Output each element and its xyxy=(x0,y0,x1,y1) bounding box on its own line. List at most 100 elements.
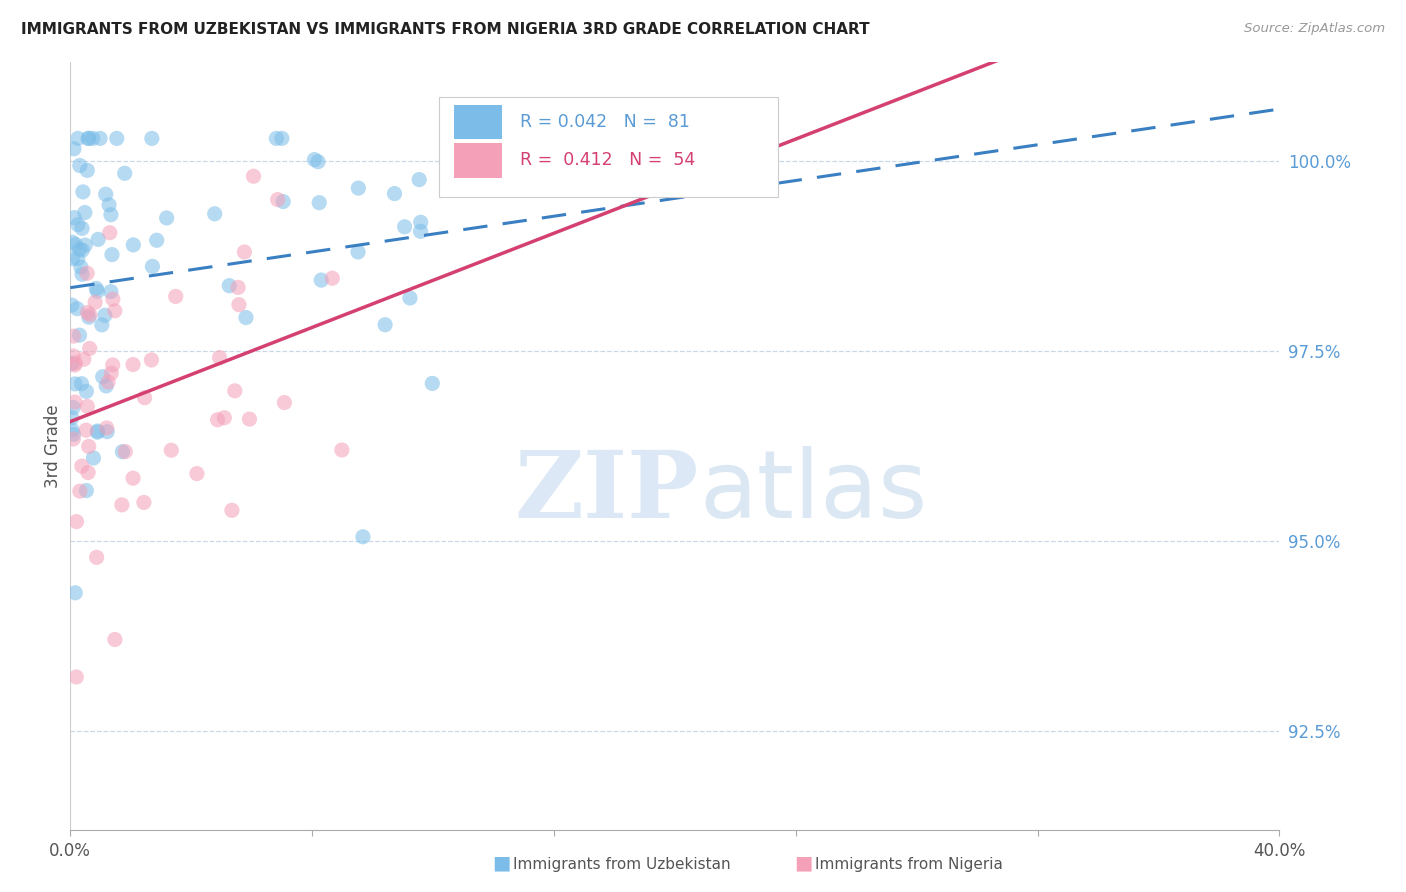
Point xyxy=(96,425,118,439)
Point xyxy=(77,131,100,145)
Point xyxy=(221,503,243,517)
Point xyxy=(100,208,122,222)
Point xyxy=(72,185,94,199)
Point xyxy=(62,427,84,442)
Point xyxy=(82,131,104,145)
FancyBboxPatch shape xyxy=(439,97,778,197)
Text: Immigrants from Uzbekistan: Immigrants from Uzbekistan xyxy=(513,857,731,872)
Point xyxy=(63,395,86,409)
Point xyxy=(238,412,260,426)
Point xyxy=(145,233,167,247)
Point xyxy=(330,442,353,457)
Point xyxy=(86,424,108,438)
Point xyxy=(65,586,87,600)
Point xyxy=(409,224,432,238)
Point xyxy=(309,273,332,287)
Point xyxy=(307,154,329,169)
Point xyxy=(63,211,86,225)
Point xyxy=(73,205,96,219)
Point xyxy=(97,375,120,389)
Point xyxy=(75,384,97,399)
Point xyxy=(73,352,96,367)
Point xyxy=(62,432,84,446)
Point xyxy=(122,358,145,372)
Point xyxy=(77,439,100,453)
Point xyxy=(66,252,89,266)
Point xyxy=(65,356,87,370)
Point xyxy=(114,166,136,180)
Point xyxy=(65,515,87,529)
Point xyxy=(70,221,93,235)
Point xyxy=(101,292,124,306)
Point xyxy=(104,303,127,318)
Point xyxy=(72,243,94,257)
Point xyxy=(70,376,93,391)
Point xyxy=(186,467,208,481)
Point xyxy=(62,329,84,343)
Point xyxy=(63,358,86,372)
Point xyxy=(66,301,89,316)
Point xyxy=(96,421,118,435)
Point xyxy=(86,285,108,299)
Point xyxy=(75,238,97,252)
Point xyxy=(347,244,370,259)
Point xyxy=(94,187,117,202)
Point xyxy=(63,142,86,156)
Point xyxy=(409,215,432,229)
Point xyxy=(122,238,145,252)
Point xyxy=(69,484,91,499)
Point xyxy=(214,410,236,425)
Point xyxy=(228,298,250,312)
Point xyxy=(86,425,108,439)
FancyBboxPatch shape xyxy=(454,143,502,178)
Point xyxy=(65,670,87,684)
Text: ZIP: ZIP xyxy=(515,447,699,537)
Point xyxy=(94,308,117,322)
Point xyxy=(60,357,83,371)
Point xyxy=(226,280,249,294)
Point xyxy=(207,413,229,427)
Point xyxy=(86,281,108,295)
Point xyxy=(304,153,326,167)
Point xyxy=(141,353,163,368)
Point xyxy=(66,218,89,232)
Point xyxy=(394,219,416,234)
Point xyxy=(399,291,422,305)
Point xyxy=(267,193,290,207)
Point xyxy=(70,260,93,275)
Point xyxy=(204,207,226,221)
Point xyxy=(271,194,294,209)
Point xyxy=(105,131,128,145)
Point xyxy=(62,349,84,363)
Point xyxy=(62,235,84,250)
Point xyxy=(664,154,686,169)
Point xyxy=(69,242,91,256)
Text: atlas: atlas xyxy=(699,446,928,538)
Point xyxy=(270,131,292,145)
Point xyxy=(374,318,396,332)
Point xyxy=(160,443,183,458)
Point xyxy=(87,232,110,246)
Point xyxy=(134,391,156,405)
Point xyxy=(84,295,107,310)
Point xyxy=(66,131,89,145)
Point xyxy=(79,308,101,322)
Point xyxy=(100,366,122,380)
Point xyxy=(65,237,87,252)
Point xyxy=(76,305,98,319)
Point xyxy=(91,369,114,384)
Point xyxy=(321,271,343,285)
Point xyxy=(77,310,100,325)
Point xyxy=(69,159,91,173)
Point xyxy=(100,285,122,299)
Point xyxy=(77,131,100,145)
Point xyxy=(98,198,121,212)
Text: R =  0.412   N =  54: R = 0.412 N = 54 xyxy=(520,152,696,169)
Point xyxy=(79,342,101,356)
Point xyxy=(122,471,145,485)
Point xyxy=(75,423,97,437)
Point xyxy=(60,423,83,437)
Text: ■: ■ xyxy=(794,854,813,872)
Point xyxy=(308,195,330,210)
Point xyxy=(62,401,84,415)
